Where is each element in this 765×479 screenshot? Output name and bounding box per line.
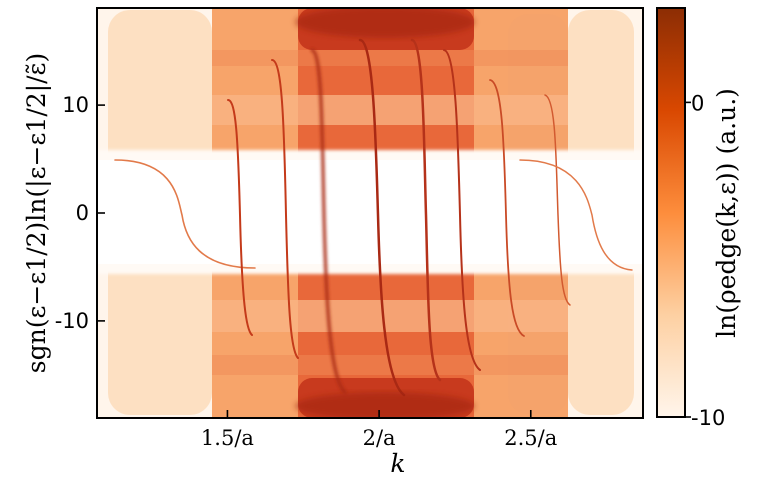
y-tick-label: -10	[55, 309, 89, 333]
edge-line	[227, 99, 253, 336]
edge-line	[358, 38, 406, 397]
edge-line	[271, 59, 299, 359]
y-tick-label: 10	[62, 93, 89, 117]
heatmap-shade-bottom	[295, 392, 475, 418]
heatmap-hband-upper2	[212, 50, 568, 66]
heatmap-gap-band-core	[97, 160, 643, 264]
x-tick-label: 2/a	[363, 426, 396, 450]
x-axis: 1.5/a 2/a 2.5/a	[201, 410, 557, 450]
colorbar: 0 -10 ln(ρedge(k,ε)) (a.u.)	[656, 7, 741, 430]
edge-line	[489, 79, 525, 337]
edge-line	[519, 159, 633, 271]
colorbar-tick-label: 0	[691, 91, 704, 115]
y-axis-label: sgn(ε−ε1/2)ln(|ε−ε1/2|/ε̃)	[22, 53, 52, 373]
x-tick-label: 2.5/a	[504, 426, 557, 450]
colorbar-tick-label: -10	[691, 406, 725, 430]
edge-line	[544, 94, 571, 306]
colorbar-gradient	[656, 7, 686, 418]
heatmap-hband-lower	[212, 300, 568, 332]
x-axis-label: k	[390, 449, 405, 478]
colorbar-axis: 0 -10	[685, 91, 725, 430]
heatmap-hband-upper	[212, 95, 568, 125]
edge-line	[410, 38, 442, 382]
edge-line	[310, 48, 347, 394]
colorbar-label: ln(ρedge(k,ε)) (a.u.)	[712, 88, 741, 338]
edge-state-lines	[114, 28, 633, 412]
heatmap-shade-top	[295, 8, 475, 38]
y-tick-label: 0	[76, 201, 89, 225]
y-axis: 10 0 -10	[55, 93, 105, 333]
x-tick-label: 1.5/a	[201, 426, 254, 450]
edge-line	[114, 159, 256, 269]
heatmap	[97, 8, 643, 418]
